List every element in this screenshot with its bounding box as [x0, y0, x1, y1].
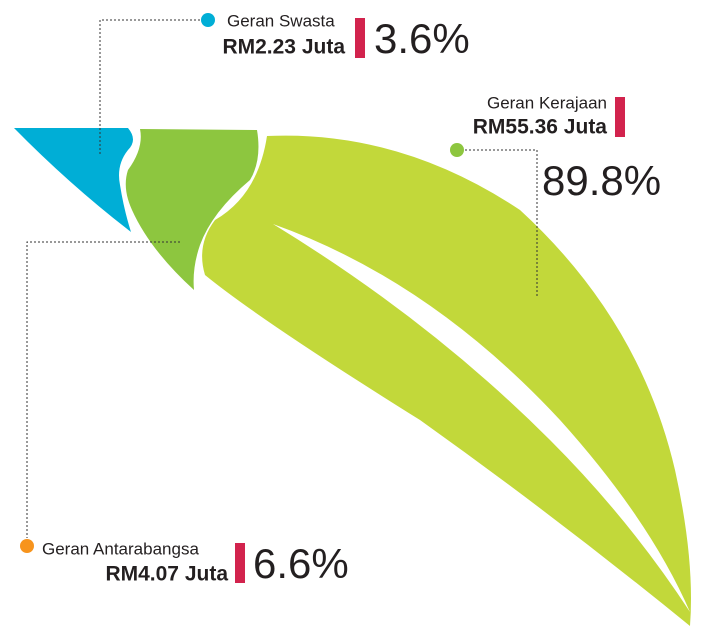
legend-dot — [201, 13, 215, 27]
accent-bar — [235, 543, 245, 583]
label: Geran Kerajaan — [487, 93, 607, 112]
accent-bar — [355, 18, 365, 58]
percent: 6.6% — [253, 540, 349, 587]
amount: RM55.36 Juta — [473, 116, 608, 139]
connector — [27, 242, 180, 538]
legend-dot — [20, 539, 34, 553]
percent: 3.6% — [374, 15, 470, 62]
label: Geran Swasta — [227, 11, 335, 30]
legend-dot — [450, 143, 464, 157]
label: Geran Antarabangsa — [42, 539, 199, 558]
accent-bar — [615, 97, 625, 137]
amount: RM4.07 Juta — [105, 563, 228, 586]
leaf-segment-swasta — [14, 128, 133, 232]
percent: 89.8% — [542, 157, 661, 204]
infographic: Geran Swasta RM2.23 Juta 3.6% Geran Kera… — [0, 0, 705, 634]
amount: RM2.23 Juta — [222, 36, 345, 59]
